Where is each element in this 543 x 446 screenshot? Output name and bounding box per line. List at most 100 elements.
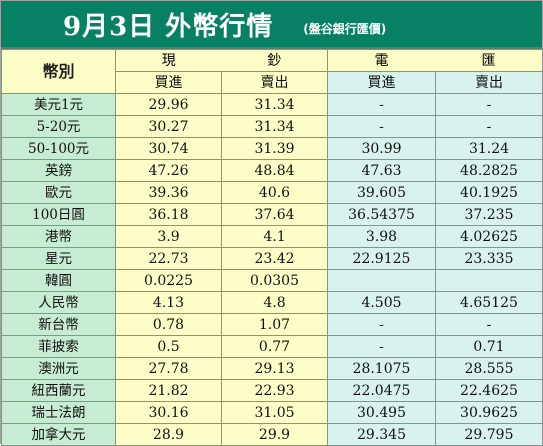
cash-group-label-1: 現 [162, 51, 176, 71]
page-title: 9月3日 外幣行情 [63, 6, 273, 43]
wire-sell-cell: 30.9625 [436, 402, 543, 424]
currency-name-cell: 澳洲元 [2, 358, 116, 380]
wire-buy-cell: 3.98 [328, 226, 436, 248]
cash-sell-cell: 31.05 [222, 402, 328, 424]
wire-sell-cell: 31.24 [436, 138, 543, 160]
table-row: 50-100元 30.74 31.39 30.99 31.24 [2, 138, 543, 160]
currency-name-cell: 美元1元 [2, 94, 116, 116]
wire-sell-cell: 4.02625 [436, 226, 543, 248]
table-row: 新台幣 0.78 1.07- - [2, 314, 543, 336]
table-row: 紐西蘭元 21.82 22.93 22.0475 22.4625 [2, 380, 543, 402]
wire-buy-cell: - [328, 116, 436, 138]
wire-sell-cell: - [436, 94, 543, 116]
wire-sell-cell: - [436, 314, 543, 336]
wire-sell-cell: 40.1925 [436, 182, 543, 204]
cash-buy-cell: 36.18 [116, 204, 222, 226]
cash-buy-cell: 30.16 [116, 402, 222, 424]
cash-sell-cell: 40.6 [222, 182, 328, 204]
table-row: 港幣 3.9 4.1 3.98 4.02625 [2, 226, 543, 248]
wire-buy-cell: 47.63 [328, 160, 436, 182]
wire-sell-cell: 22.4625 [436, 380, 543, 402]
wire-buy-cell: 22.9125 [328, 248, 436, 270]
wire-sell-cell: 23.335 [436, 248, 543, 270]
wire-sell-cell: 48.2825 [436, 160, 543, 182]
wire-buy-cell: - [328, 314, 436, 336]
bank-source-label: (盤谷銀行匯價) [303, 20, 386, 37]
title-bar: 9月3日 外幣行情 (盤谷銀行匯價) [1, 1, 542, 49]
table-row: 100日圓 36.18 37.64 36.54375 37.235 [2, 204, 543, 226]
cash-buy-cell: 0.5 [116, 336, 222, 358]
cash-buy-cell: 27.78 [116, 358, 222, 380]
table-row: 韓圓 0.0225 0.0305 [2, 270, 543, 292]
currency-name-cell: 100日圓 [2, 204, 116, 226]
currency-name-cell: 星元 [2, 248, 116, 270]
currency-name-cell: 加拿大元 [2, 424, 116, 446]
cash-sell-cell: 22.93 [222, 380, 328, 402]
cash-buy-cell: 4.13 [116, 292, 222, 314]
wire-buy-cell: 30.99 [328, 138, 436, 160]
wire-buy-cell: 29.345 [328, 424, 436, 446]
currency-name-cell: 歐元 [2, 182, 116, 204]
cash-sell-cell: 1.07 [222, 314, 328, 336]
wire-sell-cell: 29.795 [436, 424, 543, 446]
table-row: 菲披索 0.5 0.77-0.71 [2, 336, 543, 358]
rates-table: 幣別 現 鈔 電 匯 買進 賣出 買進 賣出 [1, 49, 543, 446]
cash-buy-cell: 21.82 [116, 380, 222, 402]
table-row: 人民幣 4.13 4.8 4.505 4.65125 [2, 292, 543, 314]
currency-name-cell: 50-100元 [2, 138, 116, 160]
wire-buy-cell: - [328, 336, 436, 358]
cash-buy-cell: 3.9 [116, 226, 222, 248]
currency-name-cell: 紐西蘭元 [2, 380, 116, 402]
wire-group-label-2: 匯 [482, 51, 496, 71]
wire-sell-header: 賣出 [436, 72, 543, 94]
cash-sell-cell: 37.64 [222, 204, 328, 226]
cash-sell-cell: 31.39 [222, 138, 328, 160]
wire-sell-cell: 28.555 [436, 358, 543, 380]
wire-buy-cell: 30.495 [328, 402, 436, 424]
cash-sell-cell: 31.34 [222, 116, 328, 138]
cash-sell-cell: 29.9 [222, 424, 328, 446]
wire-group-label-1: 電 [375, 51, 389, 71]
wire-sell-cell: 0.71 [436, 336, 543, 358]
wire-sell-cell: - [436, 116, 543, 138]
cash-sell-cell: 0.0305 [222, 270, 328, 292]
table-row: 歐元 39.36 40.6 39.605 40.1925 [2, 182, 543, 204]
currency-name-cell: 5-20元 [2, 116, 116, 138]
table-row: 5-20元 30.27 31.34- - [2, 116, 543, 138]
table-row: 英鎊 47.26 48.84 47.63 48.2825 [2, 160, 543, 182]
cash-sell-cell: 4.1 [222, 226, 328, 248]
cash-buy-cell: 0.0225 [116, 270, 222, 292]
table-row: 加拿大元 28.9 29.9 29.345 29.795 [2, 424, 543, 446]
cash-buy-cell: 0.78 [116, 314, 222, 336]
cash-sell-cell: 48.84 [222, 160, 328, 182]
table-row: 星元 22.73 23.42 22.9125 23.335 [2, 248, 543, 270]
currency-name-cell: 瑞士法朗 [2, 402, 116, 424]
table-row: 澳洲元 27.78 29.13 28.1075 28.555 [2, 358, 543, 380]
cash-buy-cell: 30.27 [116, 116, 222, 138]
currency-name-cell: 港幣 [2, 226, 116, 248]
wire-buy-cell [328, 270, 436, 292]
wire-group-header: 電 匯 [328, 50, 543, 72]
cash-sell-cell: 4.8 [222, 292, 328, 314]
rates-table-body: 美元1元 29.96 31.34- -5-20元 30.27 31.34- -50-100元… [2, 94, 543, 446]
cash-sell-cell: 23.42 [222, 248, 328, 270]
wire-buy-cell: 39.605 [328, 182, 436, 204]
cash-buy-cell: 39.36 [116, 182, 222, 204]
cash-sell-cell: 29.13 [222, 358, 328, 380]
wire-buy-cell: 36.54375 [328, 204, 436, 226]
wire-buy-cell: - [328, 94, 436, 116]
currency-column-header: 幣別 [2, 50, 116, 94]
currency-name-cell: 英鎊 [2, 160, 116, 182]
table-header-group-row: 幣別 現 鈔 電 匯 [2, 50, 543, 72]
cash-group-header: 現 鈔 [116, 50, 328, 72]
cash-buy-cell: 28.9 [116, 424, 222, 446]
wire-buy-cell: 28.1075 [328, 358, 436, 380]
currency-name-cell: 菲披索 [2, 336, 116, 358]
table-row: 美元1元 29.96 31.34- - [2, 94, 543, 116]
cash-buy-cell: 30.74 [116, 138, 222, 160]
currency-name-cell: 韓圓 [2, 270, 116, 292]
cash-buy-cell: 47.26 [116, 160, 222, 182]
currency-name-cell: 人民幣 [2, 292, 116, 314]
table-row: 瑞士法朗 30.16 31.05 30.495 30.9625 [2, 402, 543, 424]
